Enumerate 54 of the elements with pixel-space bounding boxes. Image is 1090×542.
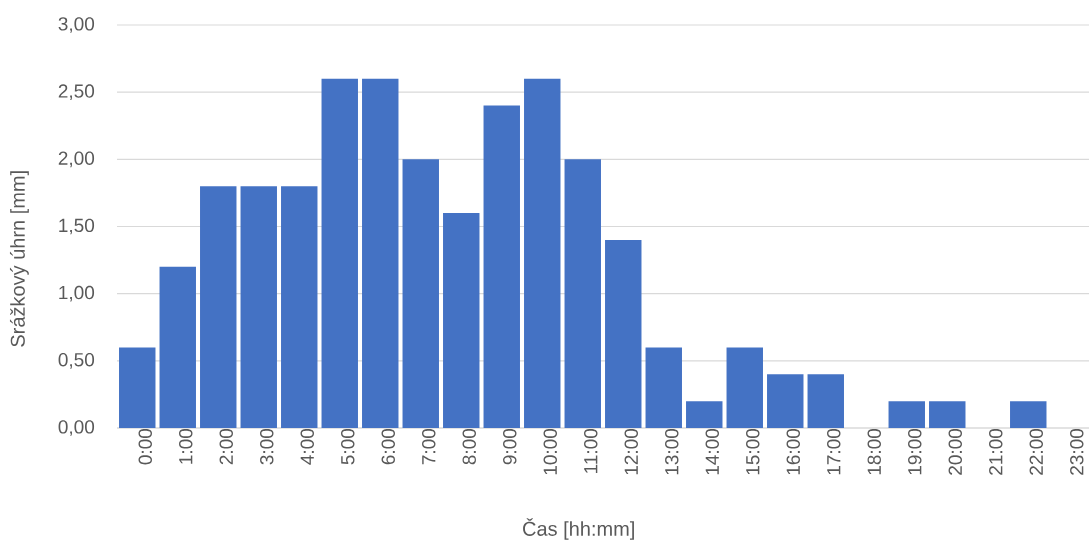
bar (726, 347, 763, 428)
bar (159, 266, 196, 428)
x-tick-label: 11:00 (584, 428, 598, 473)
x-tick-label: 10:00 (543, 428, 557, 475)
y-tick-label: 2,50 (58, 84, 95, 101)
bar (362, 78, 399, 428)
bar (686, 401, 723, 428)
y-tick-label: 3,00 (58, 17, 95, 33)
bar (888, 401, 925, 428)
x-tick-label: 2:00 (219, 428, 233, 465)
y-tick-label: 1,50 (59, 218, 95, 235)
x-tick-label: 5:00 (341, 428, 355, 465)
bar (564, 159, 601, 428)
x-tick-label: 16:00 (786, 428, 800, 475)
bar (524, 78, 561, 428)
y-tick-label: 0,50 (58, 352, 95, 369)
x-tick-label: 4:00 (300, 428, 314, 465)
y-tick-label: 2,00 (58, 151, 95, 168)
x-tick-label: 22:00 (1029, 428, 1043, 475)
bar (929, 401, 966, 428)
x-tick-label: 23:00 (1070, 428, 1084, 475)
bar (1010, 401, 1047, 428)
bar (443, 213, 480, 428)
x-tick-label: 3:00 (260, 428, 274, 465)
x-tick-label: 0:00 (138, 428, 152, 465)
bar (483, 105, 520, 428)
x-axis-title: Čas [hh:mm] (523, 518, 634, 540)
bar (119, 347, 156, 428)
x-tick-label: 18:00 (867, 428, 881, 475)
y-axis-title: Srážkový úhrn [mm] (9, 171, 29, 347)
bar (605, 239, 642, 428)
x-tick-label: 21:00 (989, 428, 1003, 475)
bar (200, 186, 237, 428)
bar (807, 374, 844, 428)
x-tick-label: 14:00 (705, 428, 719, 475)
x-tick-label: 13:00 (665, 428, 679, 475)
x-tick-label: 8:00 (462, 428, 476, 465)
x-tick-label: 12:00 (624, 428, 638, 475)
bar (281, 186, 318, 428)
y-tick-label: 0,00 (58, 420, 95, 436)
x-tick-label: 9:00 (503, 428, 517, 465)
x-tick-label: 19:00 (908, 428, 922, 475)
x-tick-label: 20:00 (948, 428, 962, 475)
bar (767, 374, 804, 428)
x-tick-label: 15:00 (746, 428, 760, 475)
bar (645, 347, 682, 428)
x-tick-label: 6:00 (381, 428, 395, 465)
bar (321, 78, 358, 428)
x-tick-label: 7:00 (422, 428, 436, 465)
x-tick-label: 1:00 (179, 428, 193, 464)
x-tick-label: 17:00 (827, 428, 841, 475)
bar (402, 159, 439, 428)
y-tick-label: 1,00 (59, 285, 95, 302)
bar (240, 186, 277, 428)
